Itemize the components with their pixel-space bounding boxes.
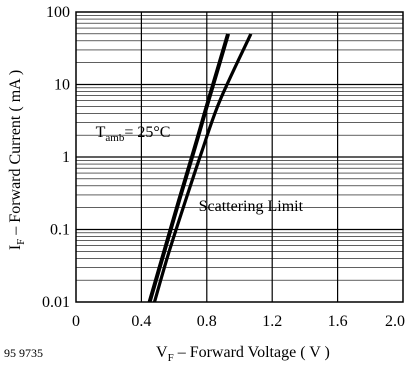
x-axis-label-sub: F [168, 352, 174, 364]
y-tick-labels: 0.01 0.1 1 10 100 [42, 4, 70, 311]
temperature-annotation: Tamb= 25°C [96, 124, 171, 144]
y-axis-label-sub: F [15, 239, 27, 245]
x-tick-label: 2.0 [385, 313, 405, 330]
y-axis-label-main: I [7, 245, 24, 250]
temperature-annotation-sub: amb [105, 132, 124, 144]
curve-series-2 [152, 33, 253, 303]
figure-id: 95 9735 [4, 346, 43, 360]
x-axis-label-main: V [156, 344, 168, 361]
plot-frame [75, 11, 404, 303]
y-axis-label-rest: – Forward Current ( mA ) [7, 70, 24, 239]
x-tick-labels: 0 0.4 0.8 1.2 1.6 2.0 [72, 313, 405, 330]
temperature-annotation-main: T [96, 124, 106, 141]
scattering-limit-annotation: Scattering Limit [199, 198, 304, 215]
x-axis-label: VF – Forward Voltage ( V ) [156, 344, 330, 364]
x-tick-label: 0 [72, 313, 80, 330]
y-tick-label: 10 [54, 77, 70, 94]
curve-series-1 [147, 33, 231, 303]
y-tick-label: 0.01 [42, 294, 70, 311]
y-tick-label: 1 [62, 149, 70, 166]
x-tick-label: 1.2 [262, 313, 282, 330]
y-tick-label: 0.1 [50, 222, 70, 239]
x-tick-label: 0.8 [197, 313, 217, 330]
x-tick-label: 0.4 [131, 313, 151, 330]
y-axis-label: IF – Forward Current ( mA ) [7, 70, 27, 250]
x-tick-label: 1.6 [328, 313, 348, 330]
temperature-annotation-rest: = 25°C [124, 124, 170, 141]
curves [147, 33, 253, 303]
x-axis-label-rest: – Forward Voltage ( V ) [174, 344, 330, 361]
grid [76, 12, 403, 302]
y-tick-label: 100 [46, 4, 70, 21]
